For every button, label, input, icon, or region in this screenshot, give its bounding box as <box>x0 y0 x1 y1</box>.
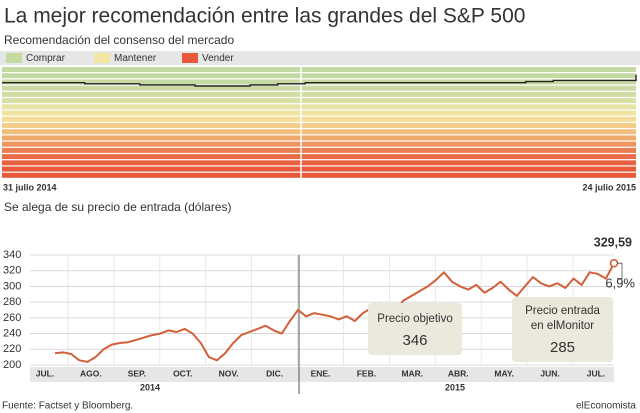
subtitle: Recomendación del consenso del mercado <box>4 33 234 47</box>
change-label: 6,9% <box>605 275 635 290</box>
x-tick-label: SEP. <box>128 368 146 378</box>
y-tick-label: 300 <box>3 280 21 292</box>
x-tick-label: MAY. <box>494 368 514 378</box>
y-tick-label: 280 <box>3 296 21 308</box>
band <box>2 172 636 178</box>
band <box>2 141 636 147</box>
legend-background <box>0 51 640 65</box>
price-line <box>54 262 615 363</box>
band <box>2 91 636 97</box>
consensus-line <box>2 74 637 87</box>
band <box>2 154 636 160</box>
y-tick-label: 320 <box>3 265 21 277</box>
source: Fuente: Factset y Bloomberg. <box>2 401 133 412</box>
x-tick-label: OCT. <box>173 368 192 378</box>
x-tick-label: MAR. <box>401 368 423 378</box>
legend-swatch <box>6 53 22 63</box>
x-tick-label: ABR. <box>448 368 469 378</box>
x-tick-label: JUN. <box>540 368 559 378</box>
legend-swatch <box>94 53 110 63</box>
year-label: 2014 <box>140 382 160 392</box>
legend-swatch <box>182 53 198 63</box>
band <box>2 116 636 122</box>
callout-label: Precio entrada en elMonitor <box>525 305 600 332</box>
end-point <box>609 258 619 268</box>
axis-band <box>30 367 614 380</box>
band <box>2 73 636 79</box>
y-tick-label: 260 <box>3 312 21 324</box>
callout-value: 346 <box>402 332 427 349</box>
legend-label: Comprar <box>26 53 66 64</box>
y-tick-label: 220 <box>3 343 21 355</box>
band <box>2 85 636 91</box>
band <box>2 147 636 153</box>
y-tick-label: 340 <box>3 249 21 261</box>
callout-value: 285 <box>550 339 575 356</box>
y-tick-label: 240 <box>3 327 21 339</box>
callout-label: Precio objetivo <box>377 313 452 325</box>
x-tick-label: FEB. <box>357 368 376 378</box>
band <box>2 123 636 129</box>
band <box>2 110 636 116</box>
band <box>2 98 636 104</box>
end-value-label: 329,59 <box>594 235 632 249</box>
change-bracket <box>617 262 623 279</box>
band <box>2 166 636 172</box>
band <box>2 67 636 73</box>
y-tick-label: 200 <box>3 359 21 371</box>
band <box>2 129 636 135</box>
date-label: 24 julio 2015 <box>582 182 636 192</box>
x-tick-label: ENE. <box>311 368 331 378</box>
callout-box <box>512 297 613 362</box>
brand: elEconomista <box>576 401 636 412</box>
title: La mejor recomendación entre las grandes… <box>4 5 525 28</box>
band <box>2 160 636 166</box>
x-tick-label: JUL. <box>36 368 54 378</box>
x-tick-label: JUL. <box>587 368 605 378</box>
section-title: Se alega de su precio de entrada (dólare… <box>4 200 231 214</box>
band <box>2 135 636 141</box>
year-label: 2015 <box>445 382 465 392</box>
x-tick-label: AGO. <box>80 368 102 378</box>
callout-box <box>368 303 462 355</box>
legend-label: Mantener <box>114 53 157 64</box>
x-tick-label: DIC. <box>266 368 283 378</box>
band <box>2 79 636 85</box>
legend-label: Vender <box>202 53 234 64</box>
x-tick-label: NOV. <box>219 368 239 378</box>
date-label: 31 julio 2014 <box>3 182 57 192</box>
band <box>2 104 636 110</box>
